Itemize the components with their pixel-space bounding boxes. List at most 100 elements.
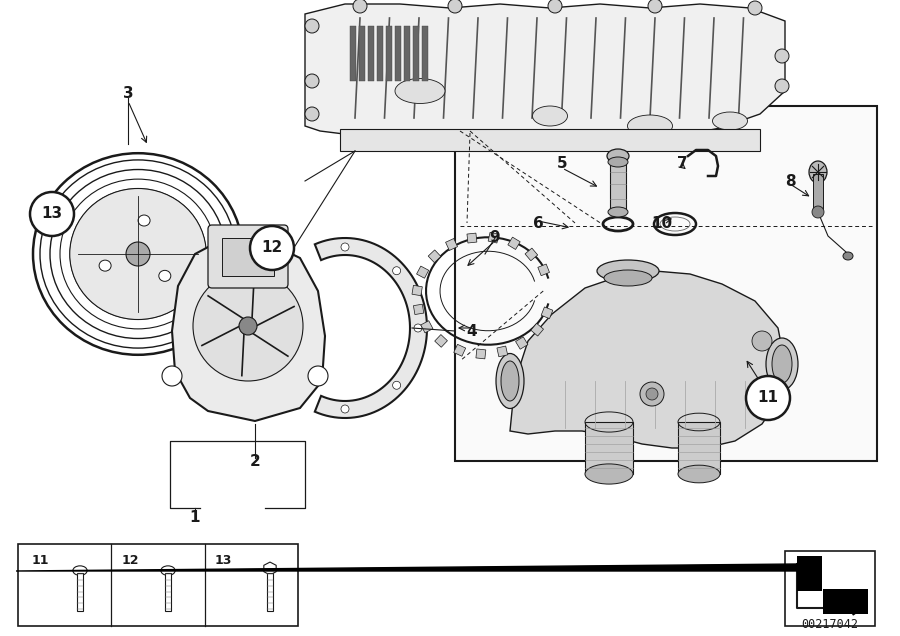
Bar [585,422,633,474]
Bar [18,544,298,626]
Bar [359,26,365,81]
Ellipse shape [138,215,150,226]
Bar [377,26,383,81]
Bar [610,162,626,212]
Circle shape [640,382,664,406]
Circle shape [775,79,789,93]
Text: 9: 9 [490,230,500,245]
Circle shape [305,19,319,33]
Ellipse shape [608,157,628,167]
Polygon shape [264,562,276,575]
Text: 1: 1 [190,511,200,525]
Bar [395,26,401,81]
Bar [488,232,499,243]
Circle shape [162,366,182,386]
Ellipse shape [395,78,445,104]
Bar [476,349,486,359]
Bar [368,26,374,81]
Polygon shape [315,238,427,418]
Text: 2: 2 [249,453,260,469]
Ellipse shape [809,161,827,183]
Bar [454,344,465,356]
Ellipse shape [627,115,672,137]
Circle shape [646,388,658,400]
Text: 7: 7 [677,156,688,172]
Circle shape [752,331,772,351]
Bar [446,238,457,251]
Text: 12: 12 [261,240,283,256]
Ellipse shape [496,354,524,408]
Bar [386,26,392,81]
Ellipse shape [607,149,629,163]
Bar [428,250,441,263]
Bar [413,26,419,81]
Bar [813,174,823,209]
Circle shape [305,107,319,121]
Circle shape [193,271,303,381]
Circle shape [392,266,400,275]
Circle shape [250,226,294,270]
Ellipse shape [713,112,748,130]
Polygon shape [172,238,325,421]
FancyBboxPatch shape [208,225,288,288]
Bar [166,572,171,611]
Bar [422,26,428,81]
Ellipse shape [604,270,652,286]
Text: 10: 10 [652,216,672,232]
Text: 5: 5 [557,156,567,172]
Bar [541,307,553,319]
Circle shape [548,0,562,13]
Circle shape [341,405,349,413]
Text: 6: 6 [533,216,544,232]
Ellipse shape [678,465,720,483]
Bar [467,233,477,243]
Bar [531,323,544,336]
Text: 4: 4 [467,324,477,338]
Circle shape [392,381,400,389]
Bar [413,304,424,315]
Ellipse shape [501,361,519,401]
Bar [340,129,760,151]
Ellipse shape [69,188,206,319]
Text: 11: 11 [758,391,778,406]
Bar [77,572,83,611]
Polygon shape [510,271,785,448]
Polygon shape [305,4,785,151]
Text: 3: 3 [122,86,133,102]
Bar [404,26,410,81]
Bar [421,321,433,333]
Bar [417,266,428,279]
Text: 00217042: 00217042 [802,618,859,631]
Bar [797,556,822,591]
Bar [412,286,422,296]
Text: 11: 11 [32,555,49,567]
Bar [455,106,877,461]
Circle shape [238,228,258,248]
Circle shape [648,0,662,13]
Circle shape [812,206,824,218]
Bar [516,337,528,349]
Circle shape [448,0,462,13]
Bar [435,335,447,347]
Ellipse shape [158,270,171,281]
Bar [508,237,520,249]
Circle shape [748,1,762,15]
Circle shape [775,49,789,63]
Circle shape [414,324,422,332]
Text: 13: 13 [41,207,63,221]
Ellipse shape [533,106,568,126]
Bar [222,238,274,276]
Ellipse shape [597,260,659,282]
Bar [497,346,508,357]
Ellipse shape [161,566,176,576]
Bar [785,551,875,626]
Circle shape [239,317,257,335]
Bar [678,422,720,474]
Circle shape [746,376,790,420]
Circle shape [341,243,349,251]
Text: 12: 12 [122,555,139,567]
Circle shape [126,242,150,266]
Bar [267,572,273,611]
Ellipse shape [608,207,628,217]
Polygon shape [16,564,803,571]
